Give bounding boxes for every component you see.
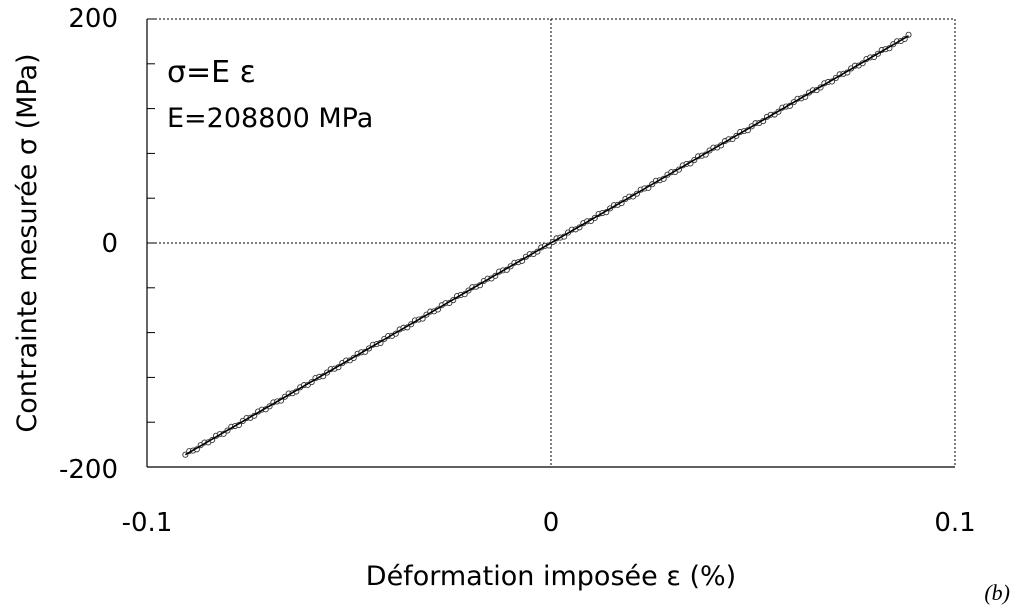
x-tick-label-minus-0.1: -0.1 bbox=[122, 508, 173, 538]
y-tick-label-200: 200 bbox=[68, 4, 118, 34]
y-axis-title: Contrainte mesurée σ (MPa) bbox=[12, 53, 43, 432]
panel-label: (b) bbox=[984, 580, 1010, 605]
y-tick-label-minus-200: -200 bbox=[59, 455, 118, 485]
modulus-annotation: E=208800 MPa bbox=[167, 103, 373, 134]
x-tick-label-0: 0 bbox=[543, 508, 560, 538]
y-tick-label-0: 0 bbox=[101, 229, 118, 259]
y-axis-ticks bbox=[147, 18, 155, 468]
x-tick-label-0.1: 0.1 bbox=[934, 508, 975, 538]
x-axis-title: Déformation imposée ε (%) bbox=[366, 561, 736, 592]
equation-annotation: σ=E ε bbox=[167, 55, 256, 90]
fit-line bbox=[184, 35, 909, 456]
